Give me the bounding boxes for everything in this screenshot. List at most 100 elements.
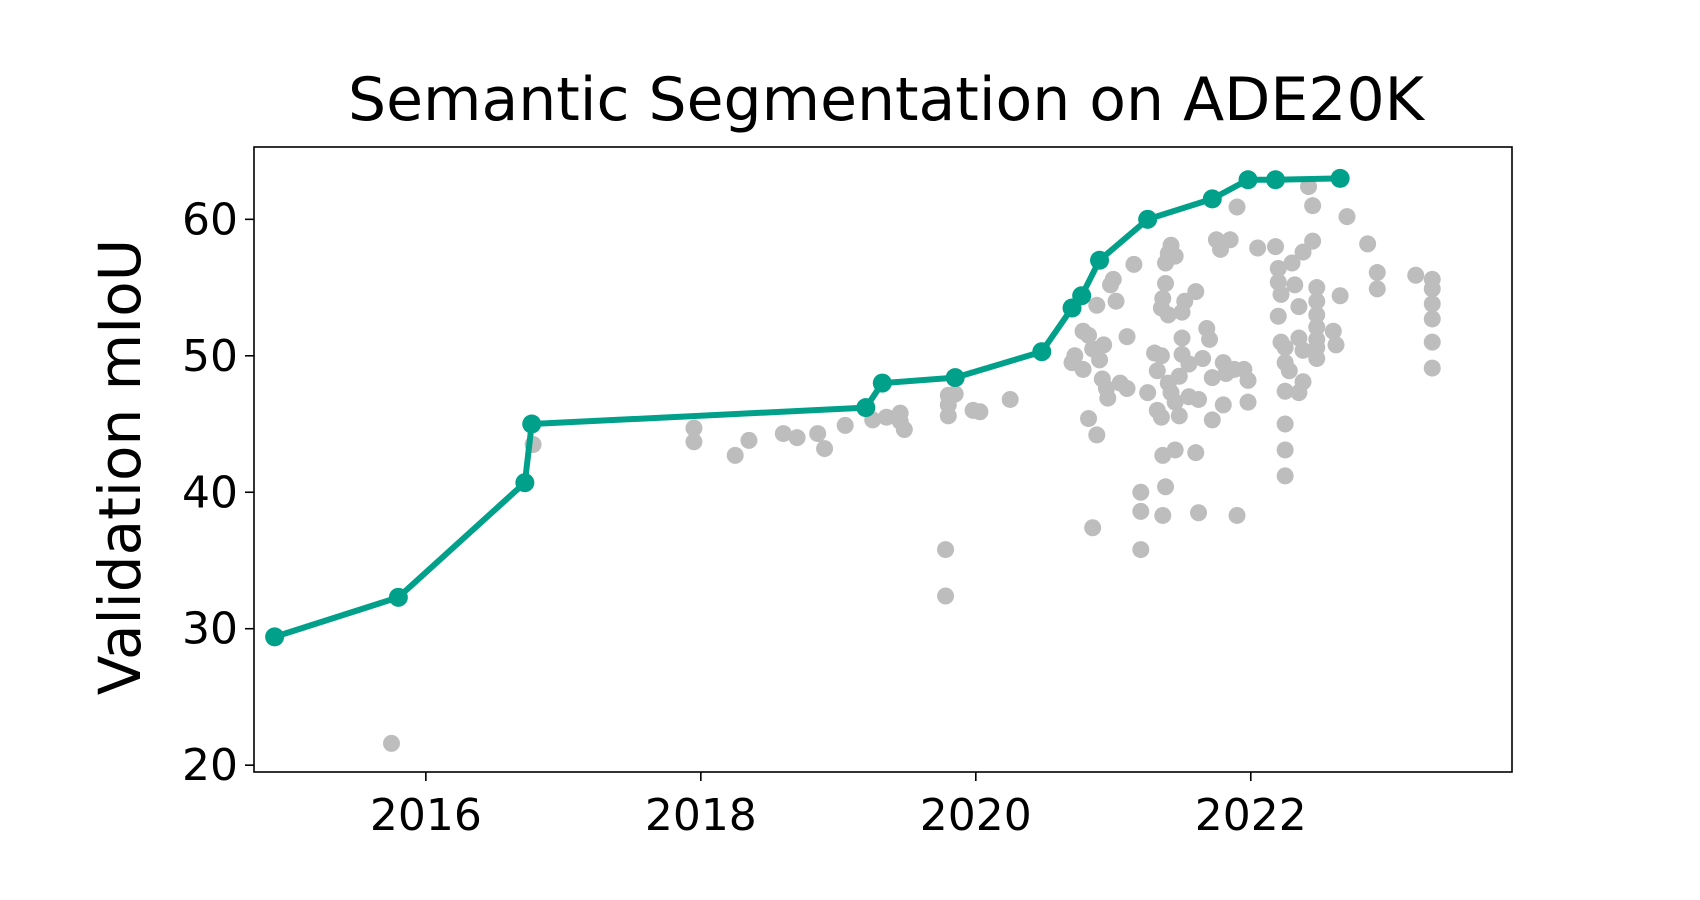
data-point [1423, 333, 1441, 351]
frontier-point [1138, 209, 1158, 229]
data-point [1154, 289, 1172, 307]
data-point [836, 416, 854, 434]
frontier-point [388, 587, 408, 607]
data-point [1152, 408, 1170, 426]
data-point [1407, 266, 1425, 284]
data-point [1267, 238, 1285, 256]
data-point [1157, 274, 1175, 292]
data-point [1324, 322, 1342, 340]
data-point [1166, 441, 1184, 459]
axes-frame [253, 146, 1513, 773]
data-point [1338, 208, 1356, 226]
x-tick-label: 2018 [645, 790, 757, 841]
data-point [1166, 247, 1184, 265]
data-point [1239, 393, 1257, 411]
data-point [1272, 285, 1290, 303]
data-point [1190, 390, 1208, 408]
data-point [937, 541, 955, 559]
data-point [1080, 326, 1098, 344]
frontier-point [872, 373, 892, 393]
frontier-point [515, 473, 535, 493]
data-point [1187, 444, 1205, 462]
data-point [1294, 341, 1312, 359]
data-point [1308, 306, 1326, 324]
data-point [1276, 441, 1294, 459]
data-point [1157, 478, 1175, 496]
data-point [1327, 336, 1345, 354]
data-point [1290, 298, 1308, 316]
data-point [1125, 255, 1143, 273]
data-point [788, 429, 806, 447]
y-tick-label: 40 [182, 467, 238, 518]
data-point [1170, 367, 1188, 385]
data-point [1286, 276, 1304, 294]
data-point [1084, 519, 1102, 537]
frontier-point [1090, 250, 1110, 270]
data-point [1088, 296, 1106, 314]
x-tick-label: 2022 [1195, 790, 1307, 841]
data-point [1154, 506, 1172, 524]
data-point [1308, 318, 1326, 336]
data-point [1276, 415, 1294, 433]
data-point [1304, 197, 1322, 215]
y-tick-label: 30 [182, 604, 238, 655]
data-point [1308, 350, 1326, 368]
data-point [726, 446, 744, 464]
data-point [939, 407, 957, 425]
data-point [1088, 426, 1106, 444]
data-point [1066, 347, 1084, 365]
data-point [1170, 407, 1188, 425]
data-point [1423, 280, 1441, 298]
data-point [1294, 243, 1312, 261]
data-point [1359, 235, 1377, 253]
frontier-point [1330, 168, 1350, 188]
data-point [1139, 384, 1157, 402]
data-point [1080, 410, 1098, 428]
data-point [685, 419, 703, 437]
frontier-point [1238, 170, 1258, 190]
data-point [1173, 329, 1191, 347]
data-point [1228, 198, 1246, 216]
data-point [1290, 384, 1308, 402]
data-point [809, 425, 827, 443]
chart-title: Semantic Segmentation on ADE20K [348, 65, 1426, 135]
data-point [1203, 411, 1221, 429]
data-point [1249, 239, 1267, 257]
data-point [1148, 362, 1166, 380]
x-tick-label: 2016 [370, 790, 482, 841]
data-point [1201, 330, 1219, 348]
data-point [946, 385, 964, 403]
data-point [1308, 292, 1326, 310]
data-point [937, 587, 955, 605]
data-point [1132, 483, 1150, 501]
data-point [774, 425, 792, 443]
data-point [877, 408, 895, 426]
data-point [895, 420, 913, 438]
data-point [1180, 355, 1198, 373]
frontier-point [1266, 170, 1286, 190]
frontier-point [1032, 342, 1052, 362]
data-point [1190, 504, 1208, 522]
data-point [1331, 287, 1349, 305]
data-point [1118, 380, 1136, 398]
data-point [1276, 467, 1294, 485]
data-point [1283, 254, 1301, 272]
data-point [1300, 178, 1318, 196]
frontier-point [522, 414, 542, 434]
data-point [1099, 389, 1117, 407]
data-point [1221, 231, 1239, 249]
data-point [1203, 369, 1221, 387]
frontier-point [945, 368, 965, 388]
data-point [1276, 339, 1294, 357]
data-point [816, 440, 834, 458]
data-point [685, 433, 703, 451]
frontier-line [271, 175, 1344, 640]
data-point [1214, 396, 1232, 414]
data-point [1118, 328, 1136, 346]
data-point [1368, 264, 1386, 282]
frontier-point [265, 627, 285, 647]
data-point [740, 431, 758, 449]
frontier-point [856, 398, 876, 418]
y-tick-label: 60 [182, 194, 238, 245]
